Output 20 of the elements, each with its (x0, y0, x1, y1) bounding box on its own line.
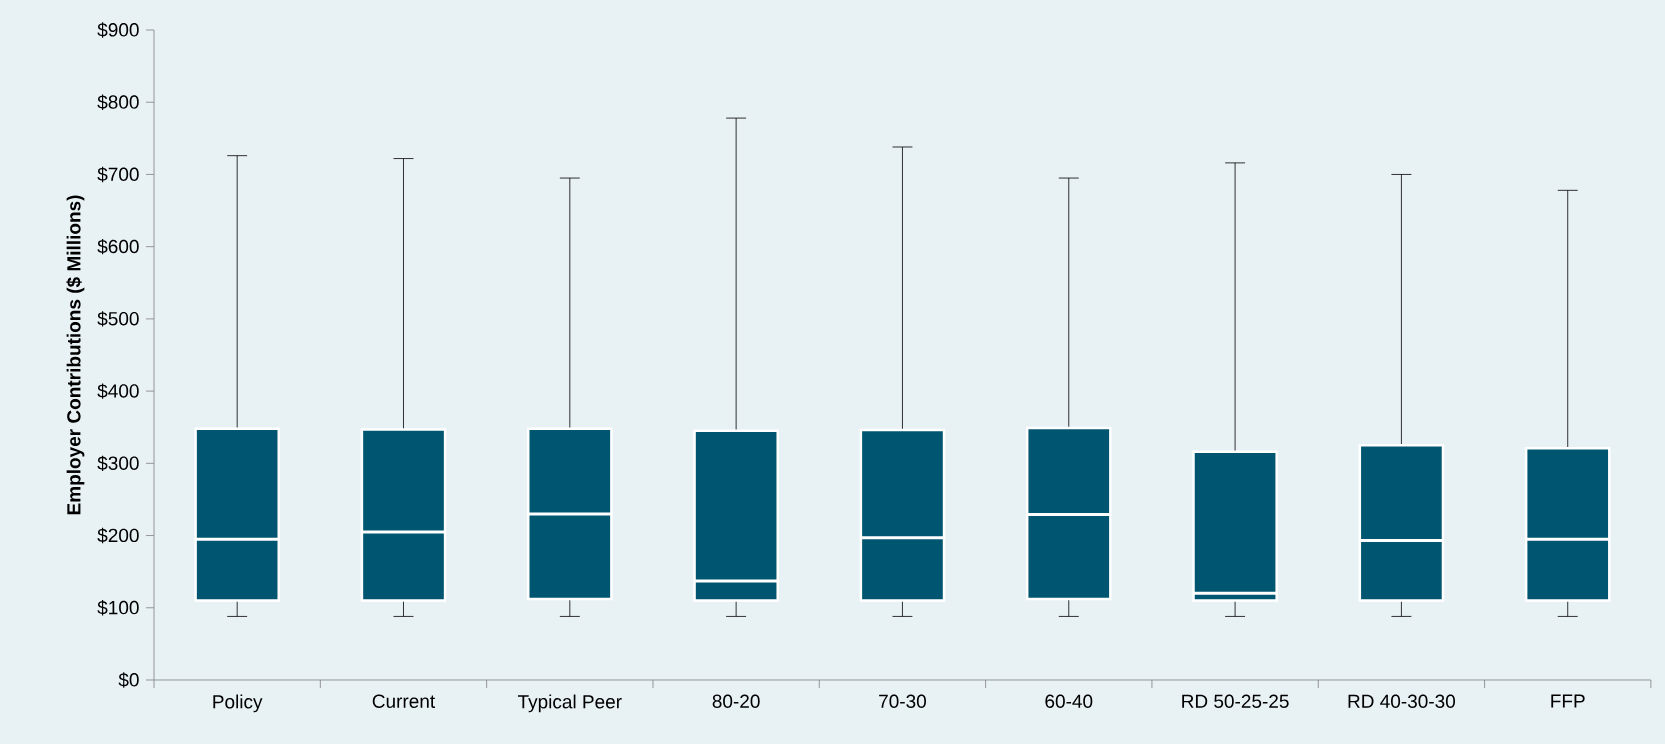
x-tick-label: Typical Peer (517, 694, 622, 713)
y-tick-label: $700 (97, 166, 139, 183)
y-tick-label: $800 (97, 94, 139, 110)
x-tick-label: Current (372, 694, 436, 708)
y-tick-label: $900 (97, 22, 139, 38)
x-tick-label: FFP (1551, 694, 1585, 708)
y-tick-label: $400 (97, 383, 139, 399)
y-tick-label: $300 (97, 455, 139, 472)
x-tick-label: RD 40-30-30 (1348, 694, 1456, 708)
x-tick-label: 80-20 (712, 694, 760, 708)
y-axis-title: Employer Contributions ($ Millions) (66, 195, 85, 515)
y-tick-label: $600 (97, 238, 139, 255)
x-tick-label: 60-40 (1045, 694, 1093, 708)
x-tick-label: Policy (213, 694, 263, 713)
y-tick-label: $0 (118, 672, 139, 688)
x-tick-label: 70-30 (879, 694, 926, 708)
y-tick-label: $100 (97, 600, 139, 616)
y-tick-label: $500 (97, 311, 139, 327)
y-tick-label: $200 (97, 527, 139, 544)
x-tick-label: RD 50-25-25 (1182, 694, 1289, 708)
